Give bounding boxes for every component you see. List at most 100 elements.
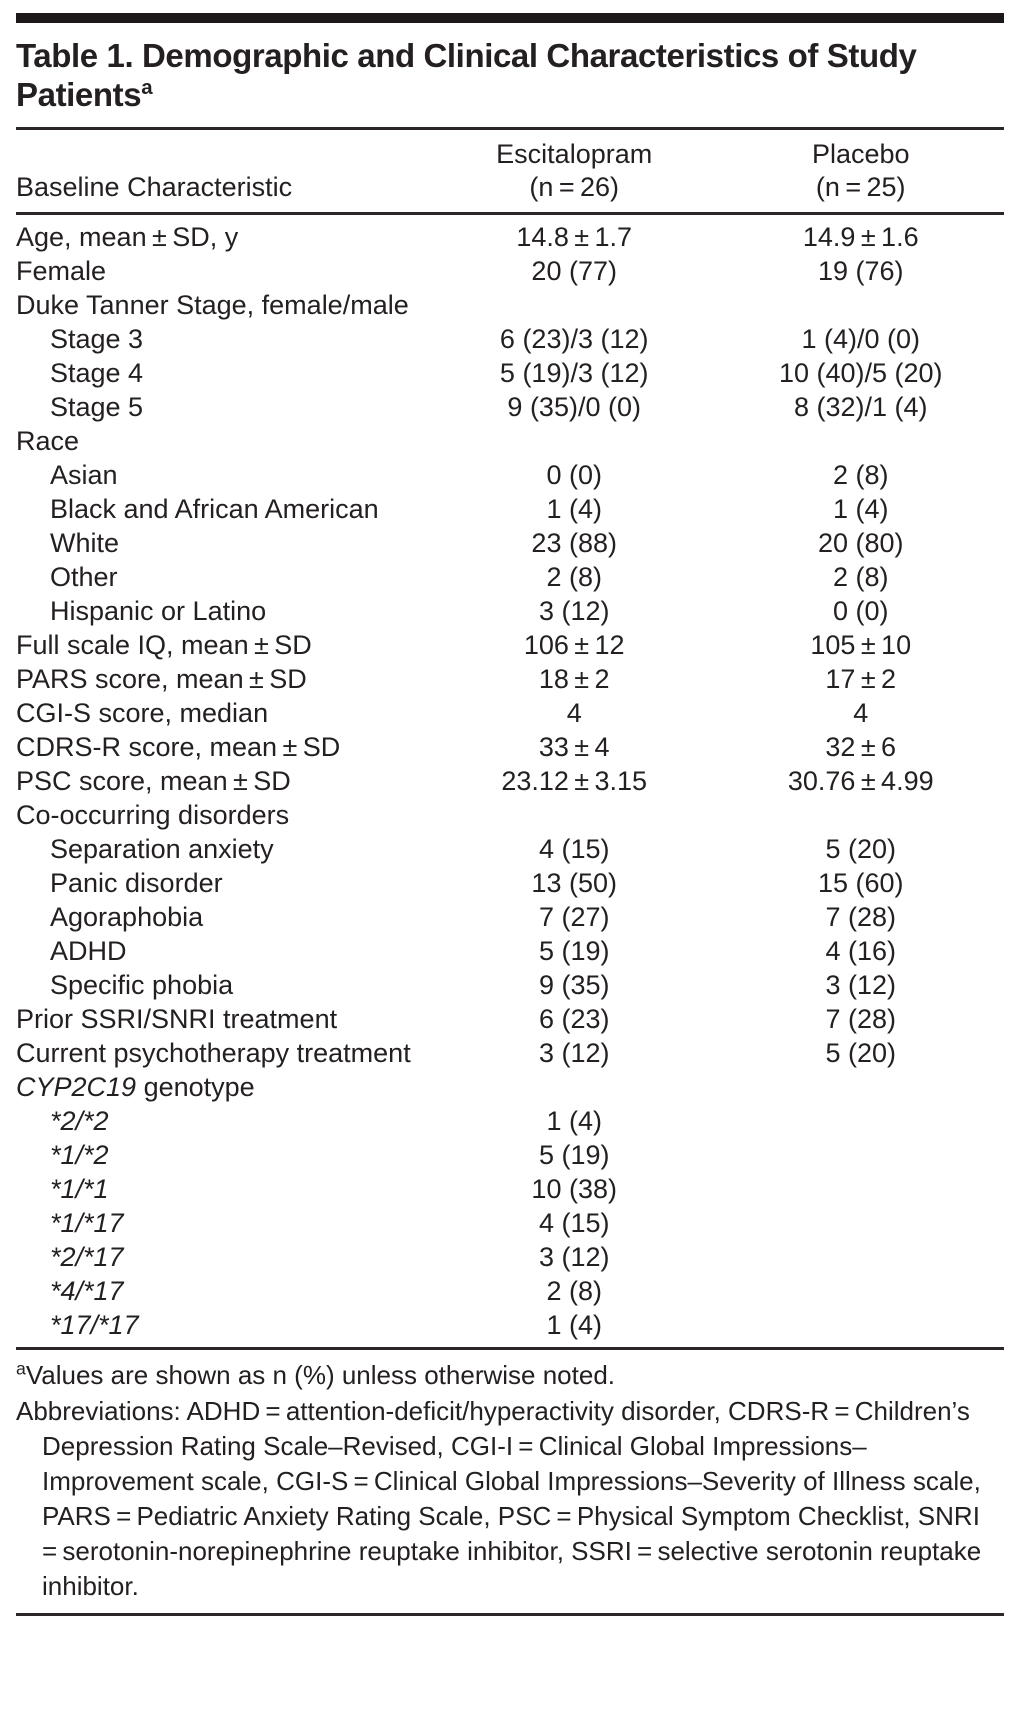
table-row: PSC score, mean ± SD 23.12 ± 3.15 30.76 ± … — [16, 764, 1004, 798]
placebo-value: 7 (28) — [825, 901, 896, 932]
table-row: Separation anxiety 4 (15) 5 (20) — [16, 832, 1004, 866]
row-label: *2/*17 — [50, 1241, 124, 1272]
row-label: Black and African American — [50, 493, 379, 524]
escitalopram-value — [431, 798, 718, 832]
column-header-placebo: Placebo (n = 25) — [717, 129, 1004, 215]
table-row: CYP2C19 genotype — [16, 1070, 1004, 1104]
placebo-value: 0 (0) — [832, 595, 889, 626]
table-row: Duke Tanner Stage, female/male — [16, 288, 1004, 322]
table-title-text: Table 1. Demographic and Clinical Charac… — [16, 37, 917, 113]
row-label: Full scale IQ, mean ± SD — [16, 629, 312, 660]
row-label: *2/*2 — [50, 1105, 109, 1136]
placebo-value: 4 (16) — [825, 935, 896, 966]
table-row: *4/*17 2 (8) — [16, 1274, 1004, 1308]
table-row: Stage 3 6 (23)/3 (12) 1 (4)/0 (0) — [16, 322, 1004, 356]
table-row: Hispanic or Latino 3 (12) 0 (0) — [16, 594, 1004, 628]
row-label: Duke Tanner Stage, female/male — [16, 289, 409, 320]
table-row: CGI-S score, median 4 4 — [16, 696, 1004, 730]
row-label: Agoraphobia — [50, 901, 204, 932]
table-row: Current psychotherapy treatment 3 (12) 5 (… — [16, 1036, 1004, 1070]
table-row: Co-occurring disorders — [16, 798, 1004, 832]
placebo-value — [717, 288, 1004, 322]
escitalopram-value: 23 (88) — [531, 527, 617, 558]
placebo-value: 15 (60) — [817, 867, 904, 898]
escitalopram-value: 23.12 ± 3.15 — [501, 765, 648, 796]
escitalopram-value: 5 (19)/3 (12) — [499, 357, 649, 388]
row-label: Prior SSRI/SNRI treatment — [16, 1003, 338, 1034]
escitalopram-value: 3 (12) — [538, 1037, 610, 1068]
placebo-value — [717, 424, 1004, 458]
escitalopram-value: 6 (23) — [538, 1003, 610, 1034]
table-footnotes: aValues are shown as n (%) unless otherw… — [16, 1358, 1004, 1604]
escitalopram-value — [431, 424, 718, 458]
placebo-value: 10 (40)/5 (20) — [778, 357, 943, 388]
placebo-value — [717, 798, 1004, 832]
placebo-value — [717, 1104, 1004, 1138]
placebo-value: 20 (80) — [817, 527, 904, 558]
table-row: Stage 5 9 (35)/0 (0) 8 (32)/1 (4) — [16, 390, 1004, 424]
placebo-value: 8 (32)/1 (4) — [793, 391, 928, 422]
column-header-escitalopram-name: Escitalopram — [496, 138, 653, 169]
row-label: *1/*17 — [50, 1207, 124, 1238]
escitalopram-value: 4 (15) — [538, 833, 610, 864]
escitalopram-value: 9 (35)/0 (0) — [507, 391, 641, 422]
placebo-value: 4 — [853, 697, 869, 728]
paper-table-panel: Table 1. Demographic and Clinical Charac… — [16, 13, 1004, 1616]
table-row: Other 2 (8) 2 (8) — [16, 560, 1004, 594]
escitalopram-value: 33 ± 4 — [538, 731, 610, 762]
row-label: *4/*17 — [50, 1275, 124, 1306]
table-row: Race — [16, 424, 1004, 458]
escitalopram-value: 7 (27) — [538, 901, 610, 932]
table-top-bar — [16, 13, 1004, 23]
row-label: CGI-S score, median — [16, 697, 269, 728]
row-label: Current psychotherapy treatment — [16, 1037, 411, 1068]
row-label: Age, mean ± SD, y — [16, 221, 239, 252]
row-label: Specific phobia — [50, 969, 234, 1000]
footnote-abbreviations: Abbreviations: ADHD = attention-deficit/… — [16, 1395, 986, 1601]
escitalopram-value: 3 (12) — [538, 595, 610, 626]
table-title: Table 1. Demographic and Clinical Charac… — [16, 37, 1004, 115]
row-label: ADHD — [50, 935, 127, 966]
placebo-value — [717, 1274, 1004, 1308]
escitalopram-value: 10 (38) — [531, 1173, 617, 1204]
footnote-values-text: Values are shown as n (%) unless otherwi… — [25, 1359, 616, 1390]
row-label: PARS score, mean ± SD — [16, 663, 307, 694]
escitalopram-value: 2 (8) — [546, 561, 602, 592]
escitalopram-value: 1 (4) — [546, 493, 602, 524]
placebo-value: 32 ± 6 — [825, 731, 897, 762]
column-header-baseline-characteristic: Baseline Characteristic — [16, 129, 431, 215]
escitalopram-value: 1 (4) — [546, 1309, 602, 1340]
column-header-escitalopram: Escitalopram (n = 26) — [430, 129, 718, 215]
row-label: Co-occurring disorders — [16, 799, 290, 830]
placebo-value: 30.76 ± 4.99 — [787, 765, 934, 796]
row-label: Stage 4 — [50, 357, 144, 388]
table-row: Stage 4 5 (19)/3 (12) 10 (40)/5 (20) — [16, 356, 1004, 390]
table-row: *1/*1 10 (38) — [16, 1172, 1004, 1206]
row-label: Panic disorder — [50, 867, 223, 898]
column-header-escitalopram-n: (n = 26) — [529, 171, 620, 202]
row-label: Stage 3 — [50, 323, 144, 354]
row-label: Female — [16, 255, 107, 286]
escitalopram-value: 13 (50) — [531, 867, 617, 898]
column-header-placebo-name: Placebo — [811, 138, 910, 169]
row-label: CYP2C19 genotype — [16, 1071, 255, 1102]
placebo-value — [717, 1070, 1004, 1104]
bottom-rule — [16, 1612, 1004, 1616]
placebo-value: 3 (12) — [825, 969, 896, 1000]
row-label: *17/*17 — [50, 1309, 139, 1340]
table-row: *2/*2 1 (4) — [16, 1104, 1004, 1138]
column-header-placebo-n: (n = 25) — [815, 171, 906, 202]
row-label: PSC score, mean ± SD — [16, 765, 291, 796]
escitalopram-value: 18 ± 2 — [538, 663, 610, 694]
escitalopram-value: 5 (19) — [538, 1139, 610, 1170]
placebo-value — [717, 1138, 1004, 1172]
placebo-value: 5 (20) — [825, 833, 896, 864]
table-row: *17/*17 1 (4) — [16, 1308, 1004, 1349]
escitalopram-value: 6 (23)/3 (12) — [499, 323, 649, 354]
escitalopram-value: 4 — [566, 697, 582, 728]
table-row: CDRS-R score, mean ± SD 33 ± 4 32 ± 6 — [16, 730, 1004, 764]
escitalopram-value: 20 (77) — [531, 255, 617, 286]
table-row: Black and African American 1 (4) 1 (4) — [16, 492, 1004, 526]
table-header-row: Baseline Characteristic Escitalopram (n … — [16, 129, 1004, 215]
escitalopram-value: 14.8 ± 1.7 — [516, 221, 633, 252]
